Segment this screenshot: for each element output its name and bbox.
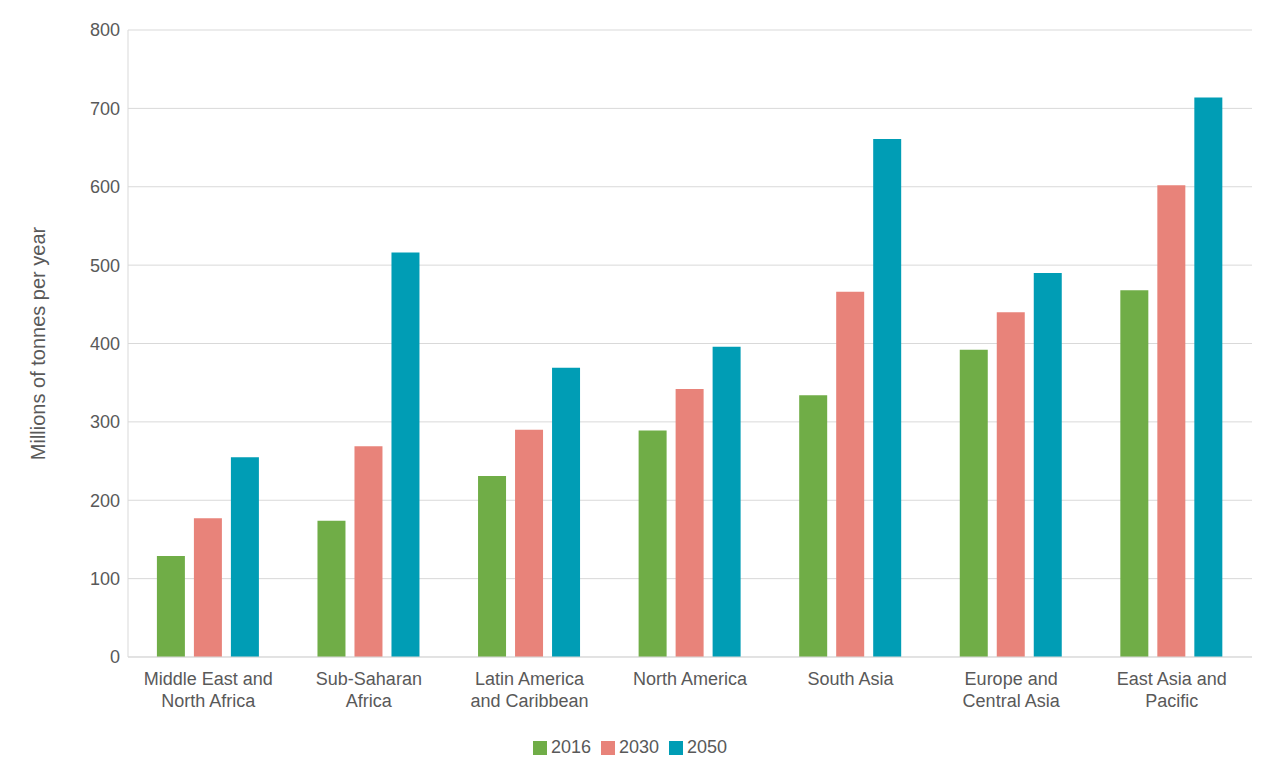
svg-text:Latin Americaand Caribbean: Latin Americaand Caribbean [470,669,588,711]
svg-text:East Asia andPacific: East Asia andPacific [1117,669,1227,711]
svg-text:Sub-SaharanAfrica: Sub-SaharanAfrica [316,669,422,711]
html-text:2030: 2030 [619,737,659,757]
svg-text:300: 300 [90,412,120,432]
svg-text:North America: North America [633,669,748,689]
html-text:2016: 2016 [550,737,591,757]
html-text:2050: 2050 [687,737,728,757]
svg-text:100: 100 [90,569,120,589]
svg-text:800: 800 [90,20,120,40]
svg-text:Millions of tonnes per year: Millions of tonnes per year [27,226,49,460]
svg-text:600: 600 [90,177,120,197]
svg-text:700: 700 [90,99,120,119]
svg-text:400: 400 [90,334,120,354]
svg-text:South Asia: South Asia [808,669,895,689]
svg-text:Europe andCentral Asia: Europe andCentral Asia [963,669,1061,711]
svg-text:Middle East andNorth Africa: Middle East andNorth Africa [144,669,273,711]
svg-text:200: 200 [90,491,120,511]
svg-text:0: 0 [110,647,120,667]
svg-text:500: 500 [90,256,120,276]
